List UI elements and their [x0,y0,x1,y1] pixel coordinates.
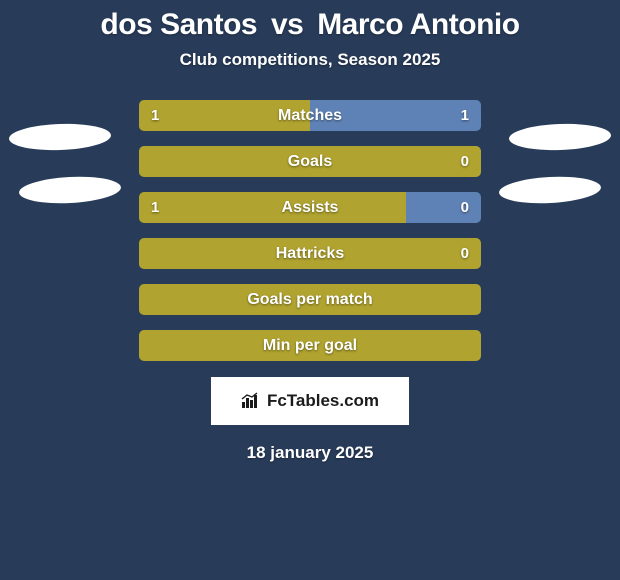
stat-value-right: 0 [461,238,469,269]
stat-row: Matches1 1 [139,100,481,131]
stat-label: Hattricks [139,238,481,269]
page-title: dos Santos vs Marco Antonio [0,8,620,42]
stat-label: Goals per match [139,284,481,315]
stat-value-right: 0 [461,146,469,177]
stat-label: Goals [139,146,481,177]
left-player-ellipse-2 [18,174,121,205]
date-label: 18 january 2025 [0,443,620,463]
stat-value-left: 1 [151,100,159,131]
stat-row: Goals per match [139,284,481,315]
player2-name: Marco Antonio [317,8,519,41]
stat-label: Assists [139,192,481,223]
stat-row: Goals0 [139,146,481,177]
stat-row: Assists1 0 [139,192,481,223]
stat-value-right: 1 [461,100,469,131]
stat-label: Matches [139,100,481,131]
stat-rows: Matches11Goals0Assists10Hattricks0Goals … [139,100,481,361]
stat-label: Min per goal [139,330,481,361]
stat-value-right: 0 [461,192,469,223]
right-player-ellipse-2 [498,174,601,205]
brand-text: FcTables.com [267,391,379,411]
stat-value-left: 1 [151,192,159,223]
subtitle: Club competitions, Season 2025 [0,50,620,70]
left-player-ellipse-1 [9,122,112,152]
stat-row: Min per goal [139,330,481,361]
player1-name: dos Santos [100,8,257,41]
brand-chart-icon [241,392,261,410]
right-player-ellipse-1 [509,122,612,152]
vs-label: vs [271,8,303,41]
stat-row: Hattricks0 [139,238,481,269]
brand-badge: FcTables.com [211,377,409,425]
comparison-card: dos Santos vs Marco Antonio Club competi… [0,0,620,580]
